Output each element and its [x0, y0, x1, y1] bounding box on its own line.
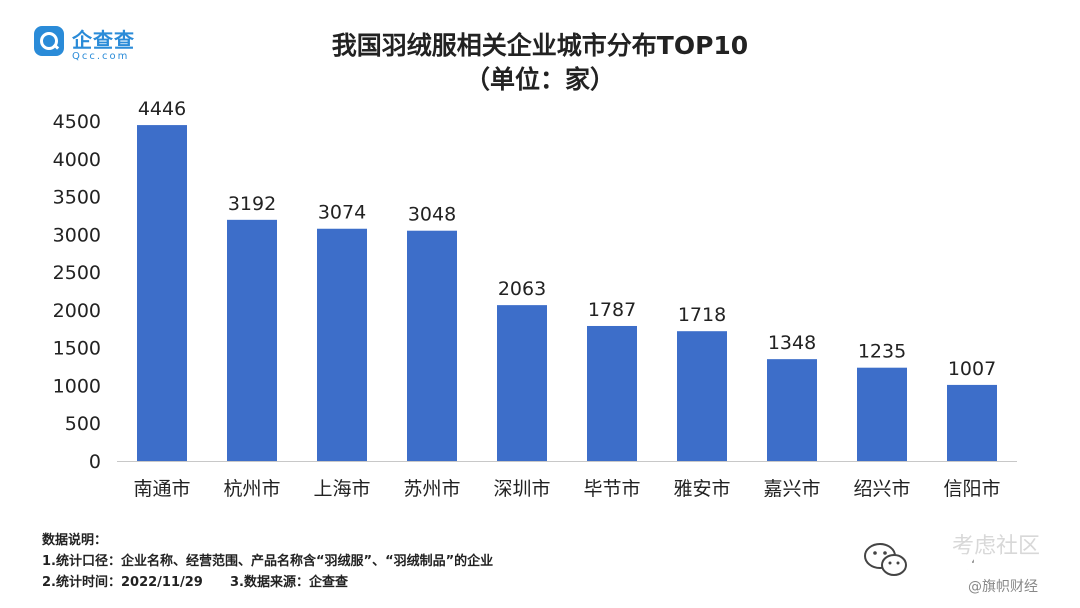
y-tick-label: 3500: [53, 187, 101, 209]
data-label: 3192: [228, 193, 276, 215]
x-tick-label: 雅安市: [673, 478, 730, 500]
x-tick-label: 信阳市: [943, 478, 1000, 500]
x-tick-label: 杭州市: [223, 478, 280, 500]
bar: [767, 359, 817, 461]
qcc-logo: 企查查 Qcc.com: [30, 22, 170, 68]
bar: [587, 325, 637, 461]
x-tick-label: 绍兴市: [853, 478, 910, 500]
y-tick-label: 2500: [53, 262, 101, 284]
x-tick-label: 南通市: [133, 478, 190, 500]
data-label: 1007: [948, 358, 996, 380]
x-tick-label: 上海市: [313, 478, 370, 500]
x-tick-label: 苏州市: [403, 478, 460, 500]
bar: [227, 219, 277, 461]
y-tick-label: 0: [89, 451, 101, 473]
chart-title: 我国羽绒服相关企业城市分布TOP10: [331, 31, 749, 60]
bar: [857, 367, 907, 461]
data-label: 4446: [138, 98, 186, 120]
bar: [677, 331, 727, 461]
bar-chart: 0 500 1000 1500 2000 2500 3000 3500 4000 4500 4446…: [53, 98, 1017, 500]
data-notes: 数据说明： 1.统计口径：企业名称、经营范围、产品名称含“羽绒服”、“羽绒制品”…: [42, 530, 493, 593]
notes-meta: 2.统计时间：2022/11/29 3.数据来源：企查查: [42, 572, 493, 593]
data-label: 3048: [408, 204, 456, 226]
data-label: 1718: [678, 304, 726, 326]
bar: [407, 230, 457, 461]
watermark-handle: @旗帜财经: [968, 579, 1038, 595]
y-tick-label: 4500: [53, 111, 101, 133]
y-tick-label: 2000: [53, 300, 101, 322]
x-tick-label: 嘉兴市: [763, 478, 820, 500]
data-label: 2063: [498, 278, 546, 300]
magnifier-icon: [34, 26, 64, 56]
data-label: 1348: [768, 332, 816, 354]
data-label: 3074: [318, 202, 366, 224]
bar: [497, 305, 547, 461]
wechat-icon: [864, 543, 907, 576]
notes-date: 2.统计时间：2022/11/29: [42, 575, 203, 590]
y-tick-label: 3000: [53, 224, 101, 246]
y-tick-label: 1500: [53, 338, 101, 360]
watermark-account: 旗帜财观团: [911, 554, 1023, 580]
notes-scope: 1.统计口径：企业名称、经营范围、产品名称含“羽绒服”、“羽绒制品”的企业: [42, 554, 494, 569]
logo-domain: Qcc.com: [72, 51, 130, 62]
bar: [137, 125, 187, 461]
y-tick-label: 500: [65, 413, 101, 435]
watermark-forum: 考虑社区: [952, 534, 1041, 559]
y-tick-label: 4000: [53, 149, 101, 171]
data-label: 1787: [588, 299, 636, 321]
x-tick-label: 毕节市: [583, 478, 640, 500]
logo-name: 企查查: [72, 28, 135, 52]
notes-heading: 数据说明：: [42, 533, 108, 548]
y-tick-label: 1000: [53, 375, 101, 397]
bar: [317, 228, 367, 461]
bar: [947, 384, 997, 461]
notes-source: 3.数据来源：企查查: [230, 575, 348, 590]
x-tick-label: 深圳市: [493, 478, 550, 500]
chart-subtitle: （单位：家）: [464, 65, 615, 94]
data-label: 1235: [858, 341, 906, 363]
